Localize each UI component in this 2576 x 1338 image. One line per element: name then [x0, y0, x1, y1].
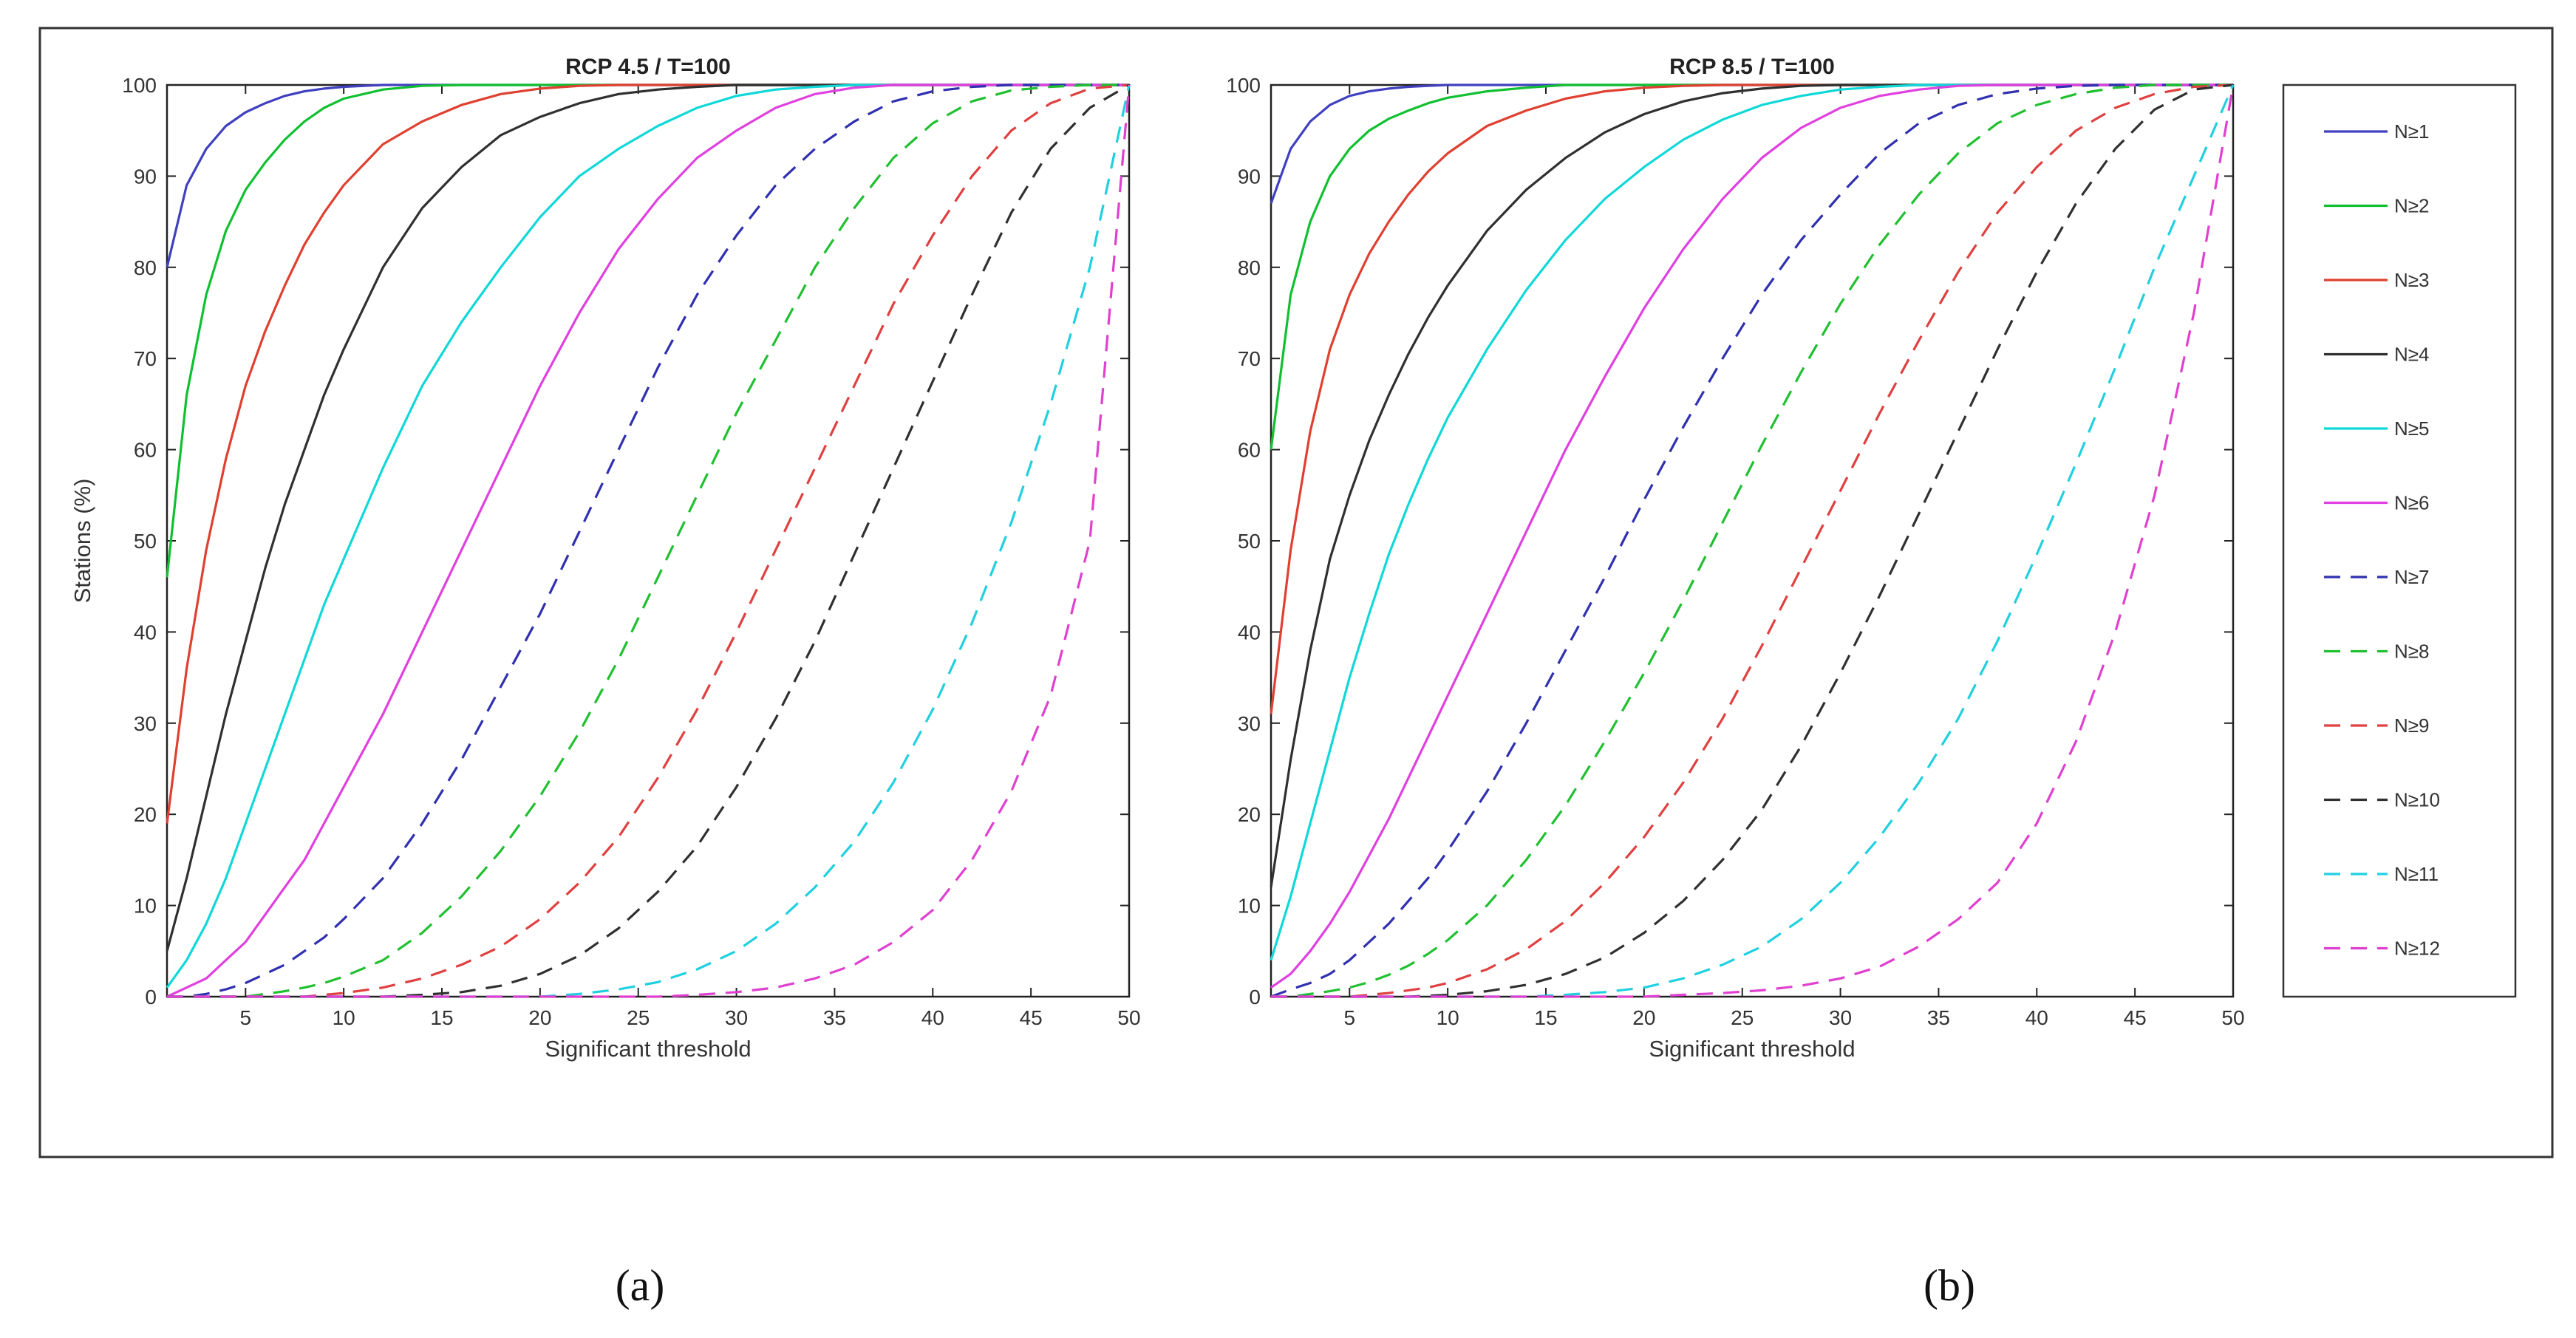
panel-a-ytick-label: 60 — [134, 439, 157, 462]
panel-a-ytick-label: 10 — [134, 895, 157, 918]
panel-a-xtick-label: 35 — [823, 1006, 846, 1029]
panel-a-ytick-label: 90 — [134, 165, 157, 188]
legend-label-10: N≥10 — [2394, 789, 2440, 811]
caption-b: (b) — [1924, 1261, 1975, 1310]
panel-a-xtick-label: 25 — [627, 1006, 650, 1029]
panel-b-ytick-label: 10 — [1238, 895, 1261, 918]
panel-a-plot-area — [166, 83, 1131, 998]
panel-b-xtick-label: 15 — [1534, 1006, 1557, 1029]
panel-b-series — [1270, 83, 2235, 998]
panel-b-xtick-label: 45 — [2124, 1006, 2147, 1029]
panel-b-title: RCP 8.5 / T=100 — [1669, 55, 1835, 79]
panel-a-xtick-label: 40 — [921, 1006, 944, 1029]
panel-a-ytick-label: 50 — [134, 530, 157, 553]
panel-a-ytick-label: 80 — [134, 256, 157, 279]
panel-a-series-6-line — [166, 83, 1129, 998]
legend-label-4: N≥4 — [2394, 344, 2430, 366]
legend-label-2: N≥2 — [2394, 195, 2430, 217]
panel-b-ticks: 5 10 15 20 25 30 35 40 45 50 0 10 20 30 40 50 60 70 80 90 10… — [1226, 74, 2244, 1029]
figure-frame — [38, 27, 2554, 1158]
legend-label-12: N≥12 — [2394, 938, 2440, 960]
panel-a-title: RCP 4.5 / T=100 — [565, 55, 731, 79]
panel-b-ytick-label: 20 — [1238, 803, 1261, 826]
panel-b: 5 10 15 20 25 30 35 40 45 50 0 10 20 30 40 50 60 70 80 90 10… — [1226, 55, 2244, 1062]
panel-b-xtick-label: 30 — [1829, 1006, 1852, 1029]
legend-label-11: N≥11 — [2394, 863, 2439, 885]
panel-b-xtick-label: 5 — [1343, 1006, 1355, 1029]
legend-label-7: N≥7 — [2394, 566, 2430, 588]
legend: N≥1 N≥2 N≥3 N≥4 N≥5 N≥6 N≥7 N≥8 N≥9 N≥10 N≥11 N≥12 — [2282, 83, 2517, 998]
panel-b-series-9-line — [1271, 83, 2234, 998]
panel-a-xtick-label: 45 — [1020, 1006, 1043, 1029]
panel-a-xtick-label: 20 — [528, 1006, 551, 1029]
panel-a-xlabel: Significant threshold — [545, 1036, 751, 1062]
caption-a: (a) — [616, 1261, 665, 1310]
legend-label-6: N≥6 — [2394, 492, 2430, 514]
panel-b-series-12-line — [1271, 84, 2235, 998]
panel-b-ytick-label: 70 — [1238, 347, 1261, 370]
panel-a-ytick-label: 40 — [134, 621, 157, 644]
panel-a-xtick-label: 15 — [430, 1006, 453, 1029]
legend-label-3: N≥3 — [2394, 269, 2430, 291]
panel-a-ytick-label: 0 — [145, 986, 157, 1008]
panel-a-xtick-label: 10 — [333, 1006, 355, 1029]
panel-b-ytick-label: 100 — [1226, 74, 1261, 97]
panel-a-ylabel: Stations (%) — [69, 479, 95, 604]
panel-a-xtick-label: 5 — [239, 1006, 251, 1029]
legend-label-5: N≥5 — [2394, 417, 2430, 440]
panel-b-xtick-label: 10 — [1437, 1006, 1459, 1029]
panel-b-ytick-label: 40 — [1238, 621, 1261, 644]
panel-a-xtick-label: 30 — [725, 1006, 748, 1029]
panel-a-series-12-line — [167, 84, 1131, 998]
panel-b-series-8-line — [1271, 83, 2233, 998]
panel-a-ytick-label: 30 — [134, 712, 157, 735]
panel-b-xtick-label: 35 — [1927, 1006, 1950, 1029]
panel-b-ytick-label: 0 — [1249, 986, 1261, 1008]
panel-a-ytick-label: 70 — [134, 347, 157, 370]
panel-a-ytick-label: 20 — [134, 803, 157, 826]
panel-b-xtick-label: 40 — [2025, 1006, 2048, 1029]
panel-b-xtick-label: 20 — [1632, 1006, 1655, 1029]
legend-label-8: N≥8 — [2394, 641, 2430, 663]
panel-a-series — [166, 83, 1131, 998]
panel-a-ticks: 5 10 15 20 25 30 35 40 45 50 0 10 20 30 40 50 60 70 80 90 10… — [122, 74, 1140, 1029]
panel-b-xlabel: Significant threshold — [1649, 1036, 1855, 1062]
panel-b-ytick-label: 80 — [1238, 256, 1261, 279]
panel-b-ytick-label: 90 — [1238, 165, 1261, 188]
panel-b-ytick-label: 30 — [1238, 712, 1261, 735]
panel-b-xtick-label: 50 — [2221, 1006, 2244, 1029]
panel-a-series-8-line — [167, 83, 1129, 998]
panel-b-xtick-label: 25 — [1731, 1006, 1754, 1029]
panel-b-plot-area — [1270, 83, 2235, 998]
panel-b-ytick-label: 50 — [1238, 530, 1261, 553]
panel-a-ytick-label: 100 — [122, 74, 157, 97]
panel-b-ytick-label: 60 — [1238, 439, 1261, 462]
panel-b-series-6-line — [1270, 83, 2233, 989]
legend-label-1: N≥1 — [2394, 120, 2430, 143]
panel-b-series-7-line — [1270, 83, 2233, 998]
panel-a: 5 10 15 20 25 30 35 40 45 50 0 10 20 30 40 50 60 70 80 90 10… — [69, 55, 1141, 1062]
legend-label-9: N≥9 — [2394, 714, 2430, 737]
legend-items: N≥1 N≥2 N≥3 N≥4 N≥5 N≥6 N≥7 N≥8 N≥9 N≥10 N≥11 N≥12 — [2324, 120, 2440, 960]
panel-a-xtick-label: 50 — [1117, 1006, 1140, 1029]
legend-box — [2282, 83, 2517, 998]
